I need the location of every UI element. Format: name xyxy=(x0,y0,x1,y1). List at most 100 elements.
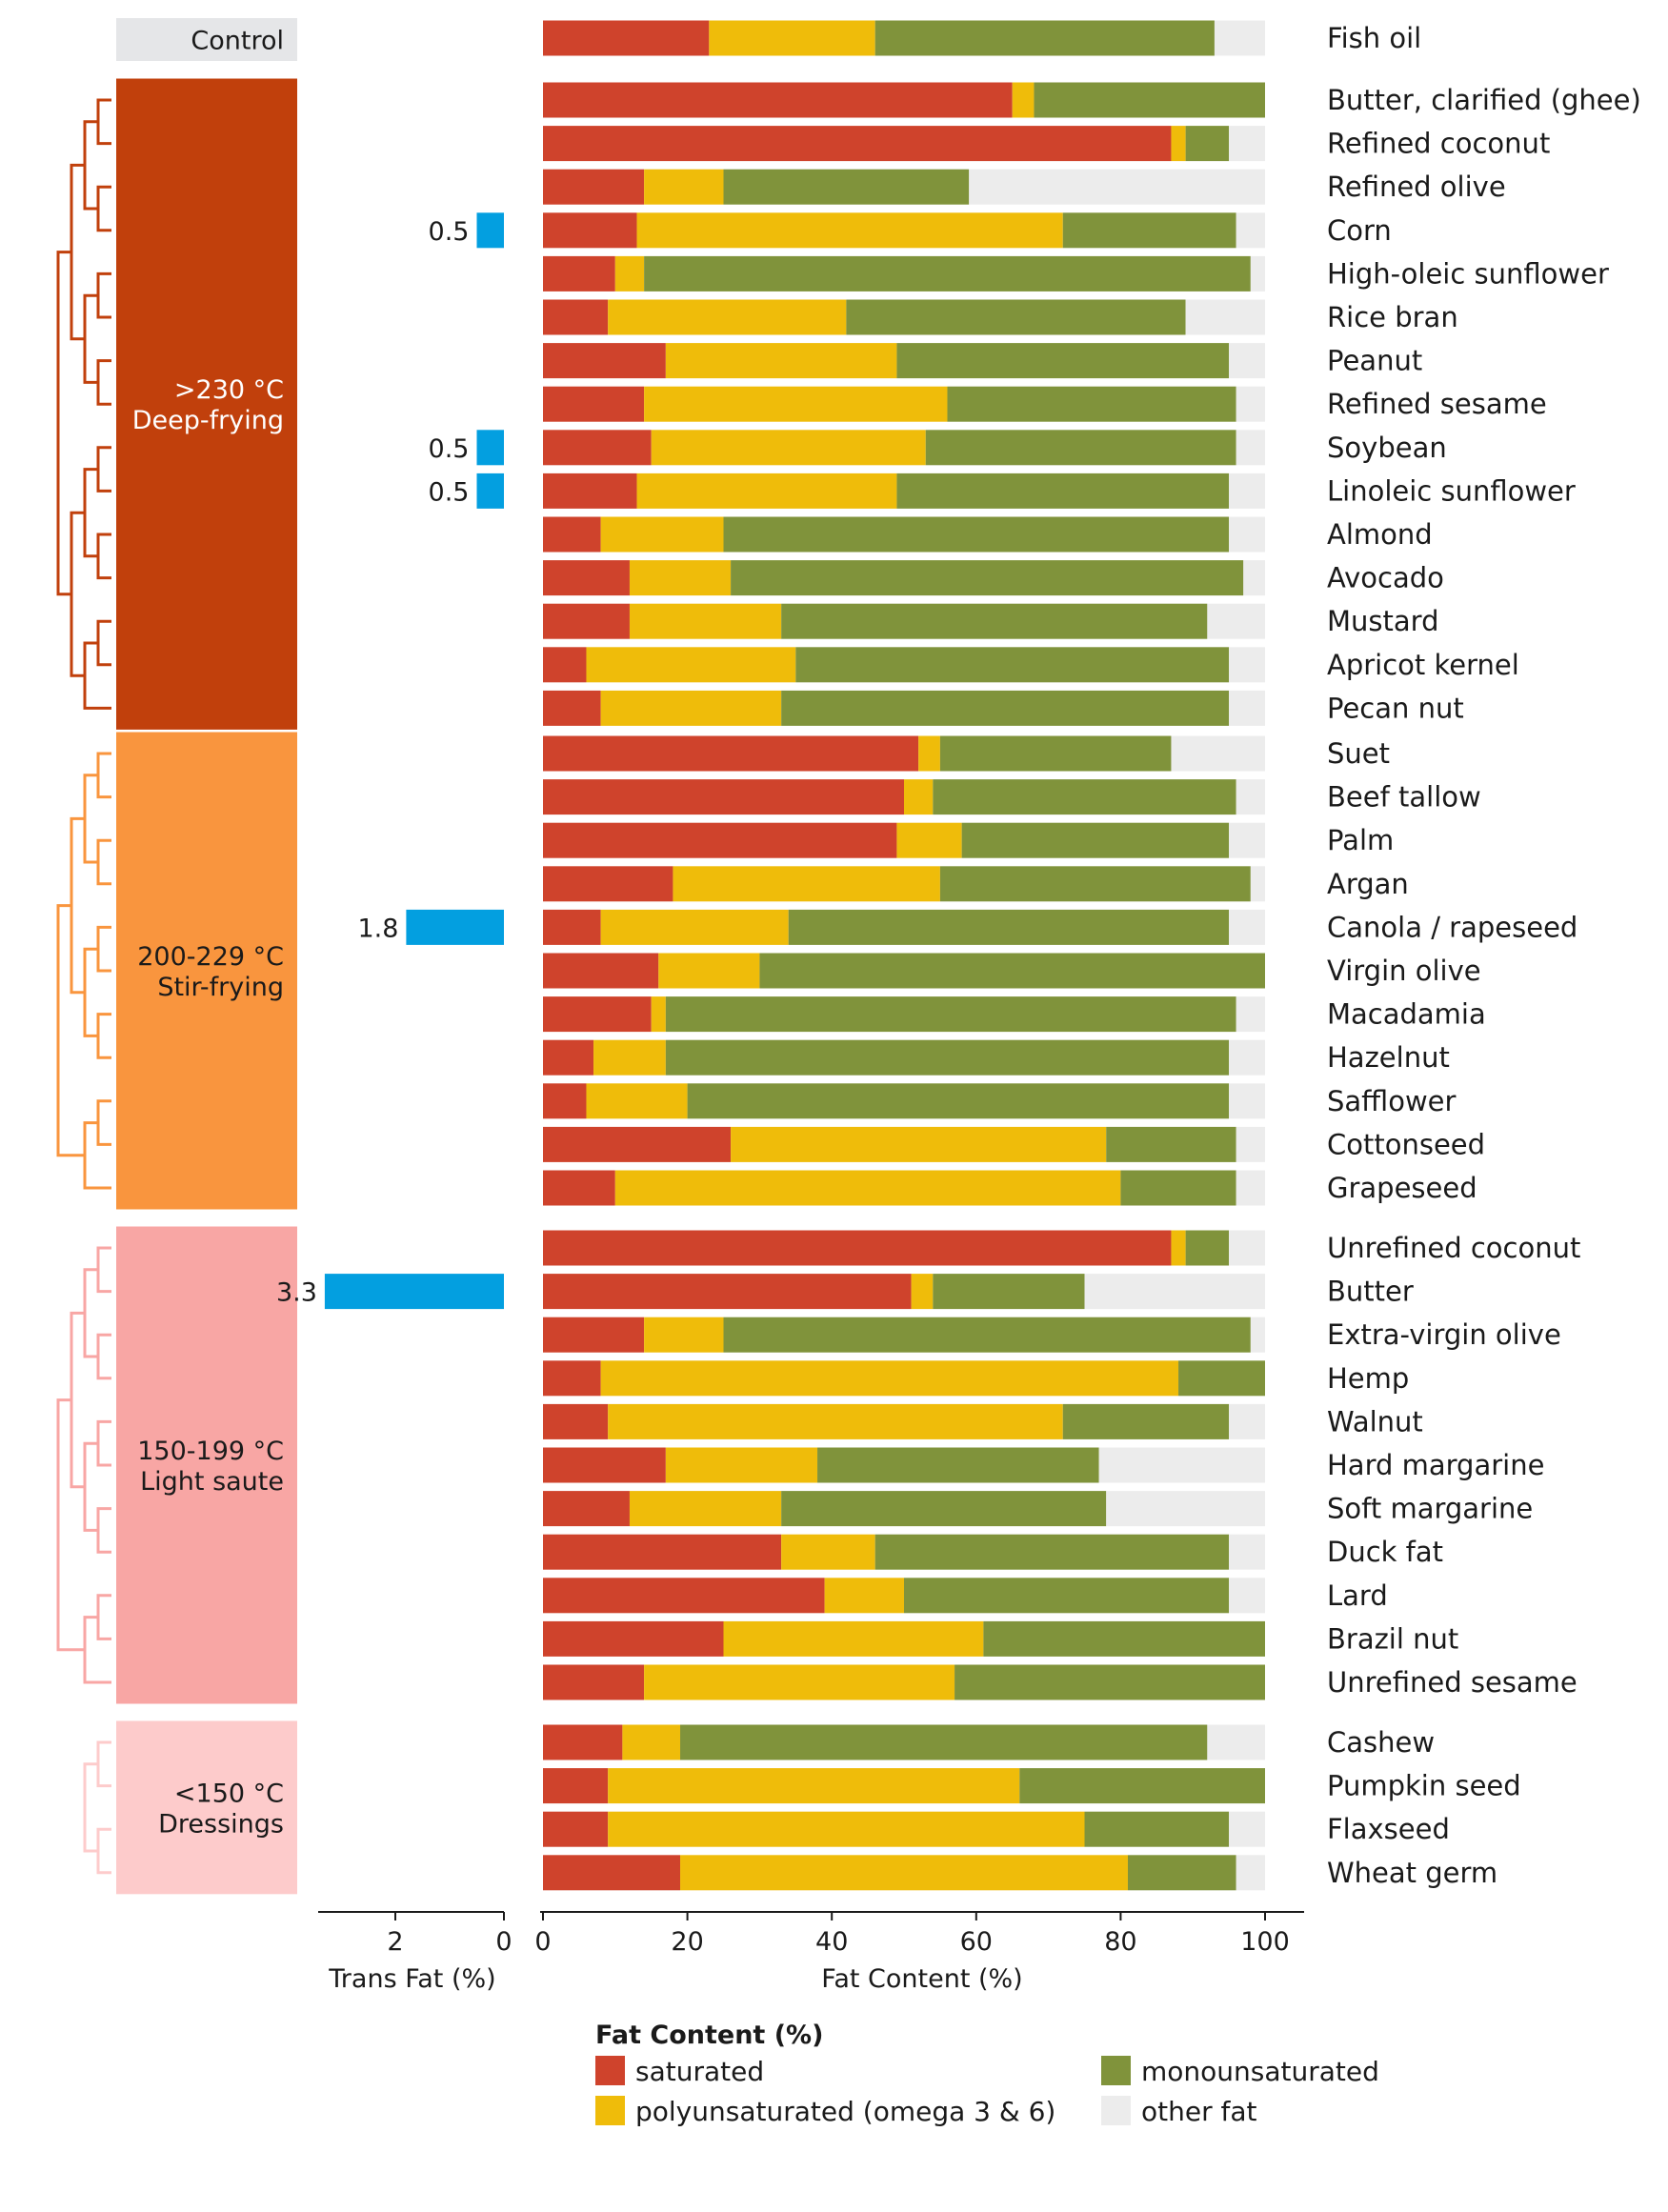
dendrogram-branch xyxy=(96,1333,111,1380)
bar-segment-monounsaturated xyxy=(665,996,1236,1033)
legend-swatch-monounsaturated xyxy=(1101,2056,1131,2085)
bar-segment-monounsaturated xyxy=(1185,126,1230,162)
bar-segment-other xyxy=(1229,822,1265,858)
bar-segment-monounsaturated xyxy=(1062,1403,1230,1439)
oil-label: Refined sesame xyxy=(1327,388,1547,420)
bar-segment-other xyxy=(1229,1578,1265,1614)
trans-fat-bar xyxy=(324,1274,504,1310)
bar-segment-other xyxy=(1250,866,1265,902)
bar-segment-other xyxy=(1229,1534,1265,1570)
oil-label: Beef tallow xyxy=(1327,781,1481,814)
bar-segment-saturated xyxy=(543,1664,645,1700)
bar-segment-other xyxy=(1229,1811,1265,1847)
dendrogram-branch xyxy=(83,1441,98,1532)
bar-segment-saturated xyxy=(543,1083,587,1119)
dendrogram-branch xyxy=(96,1099,111,1146)
bar-segment-other xyxy=(1106,1491,1265,1527)
group-label: Deep-frying xyxy=(132,406,284,435)
bar-segment-polyunsaturated xyxy=(918,735,940,772)
bar-segment-other xyxy=(1236,779,1265,815)
bar-segment-polyunsaturated xyxy=(608,299,847,335)
bar-segment-monounsaturated xyxy=(788,909,1230,945)
legend-title: Fat Content (%) xyxy=(595,2021,823,2050)
bar-segment-saturated xyxy=(543,690,601,726)
bar-segment-polyunsaturated xyxy=(629,560,732,596)
oil-label: Unrefined coconut xyxy=(1327,1232,1580,1264)
bar-segment-monounsaturated xyxy=(723,1317,1251,1353)
fat-x-tick-label: 20 xyxy=(671,1927,703,1957)
group-label: 200-229 °C xyxy=(137,942,284,972)
bar-segment-other xyxy=(1236,996,1265,1033)
bar-segment-polyunsaturated xyxy=(586,647,796,683)
trans-x-tick-label: 2 xyxy=(387,1927,403,1957)
group-label: 150-199 °C xyxy=(137,1437,284,1466)
fat-x-tick-label: 40 xyxy=(815,1927,848,1957)
dendrogram-branch xyxy=(96,185,111,232)
bar-segment-other xyxy=(1229,516,1265,553)
bar-segment-monounsaturated xyxy=(1019,1768,1265,1804)
group-box xyxy=(116,78,297,730)
bar-segment-other xyxy=(1236,430,1265,466)
axes: Fat Content (%) Trans Fat (%) 0 20 40 60 80 1… xyxy=(318,1911,1304,1994)
legend: Fat Content (%) saturated polyunsaturated… xyxy=(595,2021,1379,2127)
trans-fat-bars: 0.5 0.5 0.5 1.8 3.3 xyxy=(276,212,504,1310)
dendrogram-branch xyxy=(96,1740,111,1788)
oil-labels: Fish oil Butter, clarified (ghee) Refined … xyxy=(1327,22,1641,1889)
bar-segment-other xyxy=(1214,20,1265,56)
legend-swatch-other xyxy=(1101,2096,1131,2125)
dendrogram-branch xyxy=(83,293,98,384)
oil-label: Soybean xyxy=(1327,432,1447,464)
bar-segment-polyunsaturated xyxy=(723,1620,984,1657)
bar-segment-saturated xyxy=(543,996,652,1033)
legend-label-saturated: saturated xyxy=(635,2056,764,2087)
bar-segment-monounsaturated xyxy=(961,822,1230,858)
oil-label: Rice bran xyxy=(1327,301,1458,333)
oil-label: Soft margarine xyxy=(1327,1493,1533,1525)
bar-segment-saturated xyxy=(543,1360,601,1397)
bar-segment-saturated xyxy=(543,473,637,509)
oil-label: Brazil nut xyxy=(1327,1622,1458,1655)
dendrogram-branch xyxy=(70,163,85,341)
oil-label: Unrefined sesame xyxy=(1327,1666,1578,1699)
bar-segment-saturated xyxy=(543,779,904,815)
bar-segment-monounsaturated xyxy=(1062,212,1236,249)
bar-segment-saturated xyxy=(543,299,609,335)
oil-label: Pecan nut xyxy=(1327,692,1464,724)
bar-segment-monounsaturated xyxy=(1178,1360,1265,1397)
trans-fat-value: 1.8 xyxy=(357,914,398,943)
fat-x-tick-label: 80 xyxy=(1104,1927,1136,1957)
oil-label: Mustard xyxy=(1327,605,1438,637)
bar-segment-monounsaturated xyxy=(644,255,1251,292)
group-box xyxy=(116,18,297,61)
bar-segment-polyunsaturated xyxy=(651,430,926,466)
bar-segment-saturated xyxy=(543,1317,645,1353)
bar-segment-saturated xyxy=(543,1724,623,1760)
bar-segment-polyunsaturated xyxy=(665,343,897,379)
bar-segment-other xyxy=(1229,1039,1265,1076)
trans-fat-bar xyxy=(476,473,504,509)
bar-segment-saturated xyxy=(543,1274,912,1310)
bar-segment-other xyxy=(1229,909,1265,945)
bar-segment-saturated xyxy=(543,255,615,292)
bar-segment-saturated xyxy=(543,1039,594,1076)
bar-segment-saturated xyxy=(543,1578,825,1614)
bar-segment-saturated xyxy=(543,560,630,596)
bar-segment-other xyxy=(1236,212,1265,249)
bar-segment-polyunsaturated xyxy=(636,473,897,509)
oil-label: Avocado xyxy=(1327,562,1444,594)
oil-label: Hazelnut xyxy=(1327,1041,1450,1074)
oil-label: Grapeseed xyxy=(1327,1172,1477,1204)
bar-segment-polyunsaturated xyxy=(673,866,940,902)
bar-segment-monounsaturated xyxy=(759,953,1265,989)
bar-segment-other xyxy=(1229,1403,1265,1439)
bar-segment-saturated xyxy=(543,82,1013,118)
oil-label: Peanut xyxy=(1327,345,1422,377)
bar-segment-polyunsaturated xyxy=(636,212,1063,249)
bar-segment-saturated xyxy=(543,1768,609,1804)
group-label: Dressings xyxy=(158,1809,284,1839)
dendrogram-branch xyxy=(70,511,85,677)
group-box xyxy=(116,1226,297,1704)
oil-label: Palm xyxy=(1327,824,1394,856)
